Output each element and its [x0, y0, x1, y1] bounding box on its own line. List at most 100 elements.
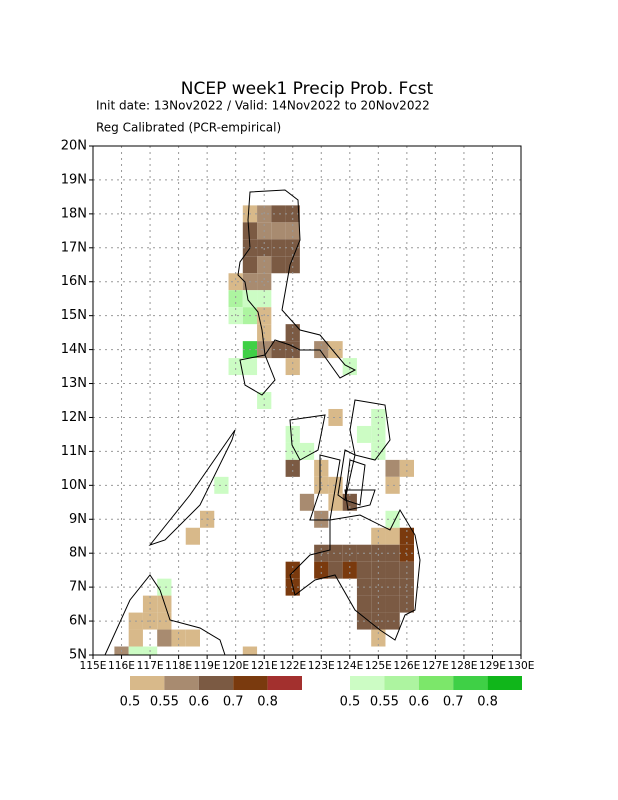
prob-cell — [242, 646, 258, 655]
prob-cell — [314, 561, 329, 579]
y-tick-label: 20N — [61, 139, 87, 154]
legend-label: 0.7 — [443, 695, 464, 710]
coast-negros — [309, 454, 341, 521]
prob-cell — [371, 561, 386, 579]
prob-cell — [257, 392, 272, 409]
x-tick-label: 130E — [508, 659, 535, 672]
prob-cell — [371, 442, 386, 460]
coast-borneo — [104, 574, 226, 656]
prob-cell — [342, 544, 357, 562]
prob-cell — [399, 595, 414, 613]
prob-cell — [299, 493, 315, 511]
legend-swatch — [164, 676, 199, 690]
x-tick-label: 123E — [308, 659, 335, 672]
prob-cell — [399, 459, 414, 477]
x-tick-label: 120E — [222, 659, 249, 672]
legend: 0.5 0.55 0.6 0.7 0.8 0.5 0.55 0.6 0.7 0.8 — [120, 676, 522, 710]
y-tick-label: 16N — [61, 274, 87, 289]
prob-cell — [228, 358, 243, 376]
prob-cell — [328, 561, 343, 579]
prob-cell — [128, 646, 143, 655]
prob-cell — [242, 222, 258, 240]
y-tick-label: 10N — [61, 478, 87, 493]
legend-label: 0.55 — [370, 695, 399, 710]
prob-cell — [157, 612, 172, 630]
legend-swatch — [453, 676, 488, 690]
prob-cell — [399, 561, 414, 579]
map-frame — [92, 145, 522, 656]
prob-cell — [299, 442, 315, 460]
legend-label: 0.5 — [340, 695, 361, 710]
prob-cell — [356, 595, 372, 613]
x-tick-label: 128E — [450, 659, 477, 672]
y-tick-label: 14N — [61, 342, 87, 357]
legend-swatch — [487, 676, 522, 690]
prob-cell — [157, 629, 172, 647]
prob-cell — [328, 408, 343, 426]
coast-samar — [349, 399, 391, 461]
prob-cell — [356, 561, 372, 579]
prob-cell — [371, 544, 386, 562]
prob-cell — [385, 578, 400, 596]
legend-label: 0.7 — [223, 695, 244, 710]
coast-cebu — [337, 449, 356, 501]
map-title: NCEP week1 Precip Prob. Fcst — [181, 79, 434, 99]
prob-cell — [356, 425, 372, 443]
prob-cell — [271, 222, 286, 240]
coast-mindoro — [239, 354, 276, 396]
prob-cell — [214, 476, 229, 494]
y-tick-label: 15N — [61, 308, 87, 323]
prob-cell — [385, 476, 400, 494]
coast-panay — [289, 414, 326, 461]
prob-cell — [185, 527, 200, 545]
coast-bohol — [344, 489, 376, 511]
prob-cell — [142, 595, 158, 613]
prob-cell — [257, 256, 272, 274]
coast-palawan — [148, 429, 236, 547]
legend-label: 0.6 — [188, 695, 209, 710]
y-tick-label: 6N — [69, 614, 87, 629]
x-tick-label: 125E — [365, 659, 392, 672]
prob-cell — [342, 561, 357, 579]
prob-cell — [385, 544, 400, 562]
legend-swatch — [198, 676, 234, 690]
prob-cell — [257, 273, 272, 291]
prob-cell — [271, 205, 286, 223]
legend-swatch — [233, 676, 268, 690]
legend-swatch — [350, 676, 385, 690]
x-tick-label: 117E — [137, 659, 164, 672]
prob-cell — [228, 273, 243, 291]
prob-cell — [285, 459, 300, 477]
prob-cell — [285, 561, 300, 579]
prob-cell — [242, 358, 258, 376]
prob-cell — [385, 510, 400, 528]
y-tick-label: 5N — [69, 648, 87, 663]
x-tick-label: 116E — [108, 659, 135, 672]
prob-cell — [371, 595, 386, 613]
coast-luzon — [237, 189, 357, 379]
prob-cell — [385, 595, 400, 613]
prob-cell — [271, 256, 286, 274]
method-note: Reg Calibrated (PCR-empirical) — [96, 121, 281, 135]
prob-cell — [271, 239, 286, 257]
legend-label: 0.5 — [120, 695, 141, 710]
x-tick-label: 124E — [336, 659, 363, 672]
coastlines — [104, 189, 421, 656]
prob-cell — [328, 544, 343, 562]
y-tick-label: 17N — [61, 240, 87, 255]
prob-cell — [257, 290, 272, 308]
prob-cell — [385, 561, 400, 579]
prob-cell — [185, 629, 200, 647]
prob-cell — [328, 341, 343, 359]
y-tick-label: 18N — [61, 206, 87, 221]
legend-swatch — [418, 676, 454, 690]
x-tick-label: 122E — [279, 659, 306, 672]
legend-swatch — [267, 676, 302, 690]
coast-mindanao — [289, 508, 421, 641]
x-tick-label: 126E — [393, 659, 420, 672]
legend-label: 0.55 — [150, 695, 179, 710]
subtitle: Init date: 13Nov2022 / Valid: 14Nov2022 … — [96, 99, 430, 113]
x-tick-label: 129E — [479, 659, 506, 672]
legend-label: 0.8 — [257, 695, 278, 710]
